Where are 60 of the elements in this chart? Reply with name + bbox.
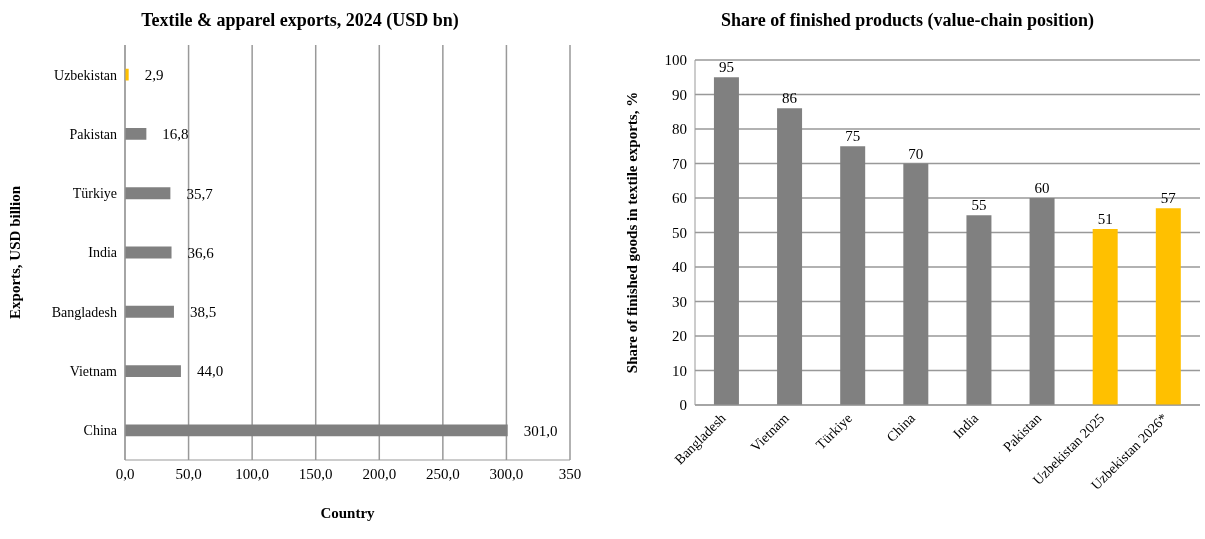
- y-tick-label: 70: [672, 155, 687, 172]
- x-tick-label: 300,0: [489, 465, 524, 482]
- data-label: 70: [908, 145, 924, 162]
- y-tick-label: 0: [679, 397, 687, 414]
- y-tick-label: 40: [672, 259, 687, 276]
- data-label: 86: [782, 90, 798, 107]
- y-tick-label: Türkiye: [72, 186, 117, 202]
- y-tick-label: Uzbekistan: [54, 67, 117, 83]
- y-tick-label: 60: [672, 190, 687, 207]
- y-axis-title: Exports, USD billion: [7, 185, 24, 319]
- data-label: 35,7: [186, 185, 214, 202]
- y-tick-label: 100: [664, 52, 687, 69]
- data-label: 301,0: [523, 422, 558, 439]
- y-tick-label: Pakistan: [69, 126, 117, 142]
- y-tick-label: 90: [672, 86, 687, 103]
- bar: [1092, 229, 1118, 405]
- bar: [840, 146, 866, 405]
- x-tick-label: 250,0: [425, 465, 460, 482]
- bar: [1155, 208, 1181, 405]
- bar: [125, 246, 172, 259]
- bar: [125, 128, 147, 140]
- data-label: 55: [971, 197, 987, 214]
- x-tick-label: 350: [558, 465, 582, 482]
- y-tick-label: 10: [672, 362, 687, 379]
- x-tick-label: 100,0: [235, 465, 270, 482]
- x-tick-label: 200,0: [362, 465, 397, 482]
- data-label: 2,9: [144, 66, 164, 83]
- bar: [125, 305, 174, 318]
- x-tick-label: 50,0: [175, 465, 202, 482]
- y-tick-label: 80: [672, 121, 687, 138]
- y-tick-label: 30: [672, 293, 687, 310]
- data-label: 51: [1097, 211, 1113, 228]
- data-label: 75: [845, 128, 861, 145]
- data-label: 95: [718, 59, 734, 76]
- y-tick-label: Bangladesh: [51, 304, 117, 320]
- x-tick-label: 0,0: [115, 465, 135, 482]
- data-label: 36,6: [187, 244, 215, 261]
- x-tick-label: India: [950, 409, 982, 442]
- data-label: 57: [1160, 190, 1177, 207]
- y-tick-label: 50: [672, 224, 687, 241]
- bar: [966, 215, 992, 405]
- y-tick-label: India: [88, 245, 118, 261]
- bar: [125, 187, 171, 200]
- bar: [125, 365, 181, 377]
- y-tick-label: Vietnam: [69, 364, 118, 380]
- bar: [1029, 198, 1055, 405]
- bar: [777, 108, 803, 405]
- x-tick-label: 150,0: [298, 465, 333, 482]
- y-axis-title: Share of finished goods in textile exports, %: [624, 91, 641, 374]
- bar: [903, 163, 929, 405]
- data-label: 44,0: [196, 363, 224, 380]
- data-label: 60: [1034, 180, 1050, 196]
- chart-title: Textile & apparel exports, 2024 (USD bn): [140, 9, 460, 32]
- y-tick-label: 20: [672, 328, 687, 345]
- data-label: 38,5: [189, 304, 217, 321]
- chart-title: Share of finished products (value-chain position): [720, 9, 1095, 32]
- x-axis-title: Country: [320, 505, 376, 521]
- bar: [125, 424, 508, 437]
- data-label: 16,8: [162, 126, 189, 143]
- bar: [713, 77, 739, 405]
